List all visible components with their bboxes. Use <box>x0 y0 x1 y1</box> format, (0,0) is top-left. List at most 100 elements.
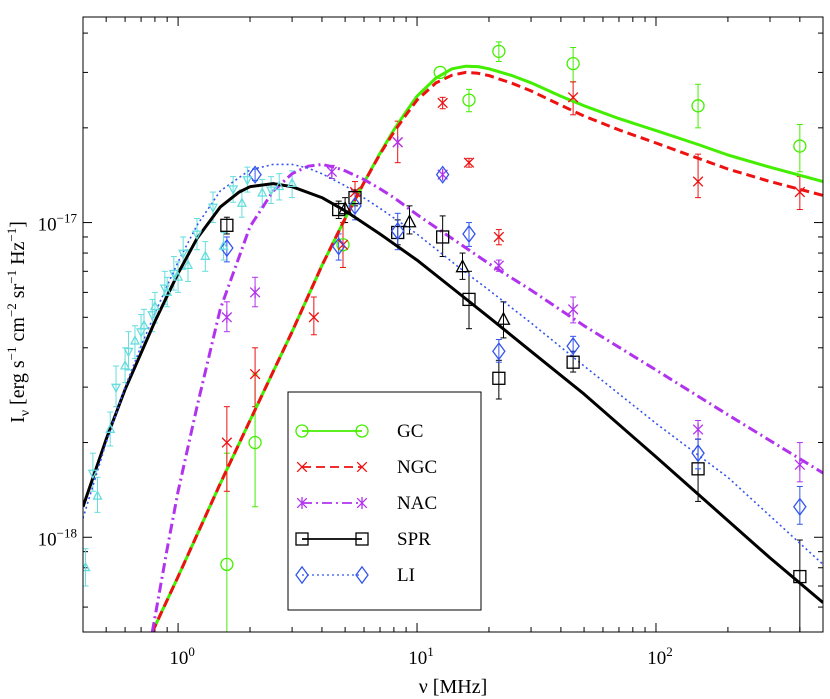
nac-point <box>692 423 704 436</box>
cyan-up-triangles-point <box>287 177 298 188</box>
legend-label-nac: NAC <box>397 493 437 514</box>
li-point <box>566 336 580 356</box>
nac-point <box>249 286 261 299</box>
gc-point <box>492 44 506 58</box>
legend-marker-li <box>295 565 309 585</box>
spr-point <box>691 462 705 476</box>
nac-point <box>392 136 403 149</box>
cyan-down-triangles-point <box>207 203 219 214</box>
gc-point <box>793 139 807 153</box>
li-point <box>348 196 362 216</box>
ngc-point <box>794 186 806 198</box>
legend-label-ngc: NGC <box>397 457 437 478</box>
legend-label-li: LI <box>397 565 415 586</box>
y-tick-labels: 10−18 10−17 <box>38 211 78 551</box>
ngc-point <box>567 92 579 103</box>
gc-point <box>691 99 705 113</box>
spr-point <box>793 569 807 584</box>
legend-marker-spr <box>355 532 369 546</box>
legend: GC NGC NAC SPR LI <box>287 391 482 611</box>
cyan-up-triangles-point <box>129 334 141 345</box>
cyan-down-triangles-point <box>110 383 122 394</box>
x-axis-label: ν [MHz] <box>419 676 487 698</box>
cyan-up-triangles-point <box>138 319 150 330</box>
cyan-up-triangles-point <box>274 180 285 191</box>
legend-marker-ngc <box>356 461 368 473</box>
x-tick-label: 102 <box>647 644 673 669</box>
y-axis-label: Iν [erg s−1 cm−2 sr−1 Hz−1] <box>4 221 33 423</box>
cyan-up-triangles-point <box>149 300 161 311</box>
legend-samples <box>295 424 369 585</box>
gc-point <box>220 557 234 572</box>
ngc-point <box>221 437 233 448</box>
legend-marker-gc <box>355 424 369 438</box>
x-tick-labels: 100 101 102 <box>169 644 672 669</box>
y-tick-label: 10−17 <box>38 211 78 236</box>
cyan-up-triangles-point <box>162 286 173 296</box>
li-point <box>390 221 405 241</box>
li-point <box>248 165 262 184</box>
li-point <box>492 342 506 361</box>
li-point <box>462 224 476 244</box>
gc-point <box>566 56 580 71</box>
triangle-data-point <box>455 258 470 273</box>
ngc-point <box>249 368 261 380</box>
plot-frame <box>82 16 824 633</box>
ngc-point <box>463 157 475 168</box>
li-point <box>691 443 705 463</box>
li-point <box>435 165 450 184</box>
li-point <box>331 237 346 256</box>
triangle-data-point <box>338 200 353 215</box>
legend-label-spr: SPR <box>397 529 431 550</box>
legend-marker-nac <box>356 497 368 509</box>
cyan-down-triangles-point <box>266 186 277 197</box>
triangle-data-point <box>496 311 511 325</box>
legend-marker-li <box>355 565 369 585</box>
ngc-point <box>493 231 505 243</box>
legend-marker-ngc <box>296 461 308 473</box>
cyan-down-triangles-point <box>178 249 189 260</box>
ngc-point <box>308 312 320 323</box>
ngc-point <box>692 176 704 187</box>
gc-point <box>433 65 447 80</box>
legend-box <box>287 391 482 611</box>
spr-point <box>566 355 580 369</box>
cyan-down-triangles-point <box>168 269 179 280</box>
nac-point <box>567 303 579 316</box>
gc-point <box>248 435 262 450</box>
gc-point <box>462 93 476 107</box>
gc-point <box>336 238 350 252</box>
spr-point <box>436 230 450 244</box>
cyan-down-triangles-point <box>191 230 203 241</box>
spr-point <box>332 202 346 217</box>
legend-marker-nac <box>296 497 308 509</box>
cyan-up-triangles-point <box>92 490 103 500</box>
legend-marker-gc <box>295 424 309 438</box>
x-tick-label: 101 <box>408 644 434 669</box>
cyan-up-triangles-point <box>83 561 91 572</box>
x-tick-label: 100 <box>169 644 195 669</box>
cyan-up-triangles-point <box>236 197 248 207</box>
spr-point <box>462 292 476 307</box>
y-tick-label: 10−18 <box>38 525 77 550</box>
spr-point <box>220 218 234 232</box>
legend-label-gc: GC <box>397 421 423 442</box>
data-markers <box>83 44 807 584</box>
cyan-up-triangles-point <box>257 186 268 197</box>
ngc-point <box>437 97 448 109</box>
cyan-down-triangles-point <box>242 176 253 186</box>
li-point <box>220 238 234 258</box>
cyan-up-triangles-point <box>200 250 211 260</box>
nac-curve <box>150 162 823 632</box>
triangle-data-point <box>402 213 417 228</box>
legend-marker-spr <box>295 532 309 546</box>
nac-point <box>794 458 806 471</box>
cyan-down-triangles-point <box>123 347 134 358</box>
nac-point <box>493 259 505 272</box>
cyan-up-triangles-point <box>182 259 194 270</box>
spr-point <box>492 371 506 385</box>
ngc-curve <box>150 70 823 632</box>
li-point <box>793 497 807 516</box>
cyan-down-triangles-point <box>228 185 239 196</box>
cyan-up-triangles-point <box>218 240 229 250</box>
